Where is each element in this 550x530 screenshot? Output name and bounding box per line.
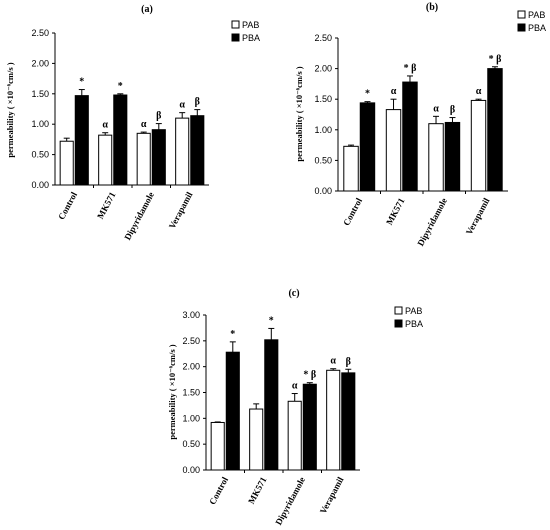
significance-label: β xyxy=(156,111,161,122)
y-tick-label: 1.00 xyxy=(31,119,49,129)
y-tick-label: 1.50 xyxy=(182,388,200,398)
y-tick-label: 1.50 xyxy=(31,89,49,99)
bar-pba xyxy=(74,95,89,186)
legend-swatch xyxy=(394,319,403,328)
x-tick-label: Dipyridamole xyxy=(273,475,307,526)
significance-label: α xyxy=(292,381,298,392)
bar-pab xyxy=(136,132,151,186)
significance-label: * xyxy=(269,315,274,326)
x-tick-label: MK571 xyxy=(384,196,407,227)
bar-pab xyxy=(428,123,444,192)
bar-pab xyxy=(326,369,341,471)
significance-label: α xyxy=(476,86,482,97)
y-tick-label: 2.00 xyxy=(182,362,200,372)
y-tick-label: 2.50 xyxy=(31,28,49,38)
y-axis-label: permeability ( ×10⁻⁶cm/s ) xyxy=(5,62,15,157)
y-tick-label: 2.50 xyxy=(314,33,332,43)
bar-pba xyxy=(113,94,128,186)
bar-pba xyxy=(151,129,166,186)
bar-pba xyxy=(402,81,418,192)
legend-label: PAB xyxy=(528,10,545,20)
bar-pba xyxy=(302,383,317,471)
significance-label: * β xyxy=(489,54,502,65)
significance-label: α xyxy=(179,100,185,111)
significance-label: * xyxy=(365,89,370,100)
chart-panel-1: (a) 0.00 0.50 1.00 1.50 2.00 2.50 permeability … xyxy=(5,4,260,242)
significance-label: β xyxy=(450,105,455,116)
y-tick-label: 2.00 xyxy=(314,64,332,74)
legend-swatch xyxy=(394,306,403,315)
significance-label: * xyxy=(79,77,84,88)
y-tick-label: 0.00 xyxy=(31,180,49,190)
bar-pab xyxy=(470,99,487,192)
panel-label: (a) xyxy=(141,4,153,15)
y-tick-label: 0.50 xyxy=(182,439,200,449)
x-tick-label: Control xyxy=(207,475,230,506)
legend-label: PBA xyxy=(528,23,546,33)
bar-pab xyxy=(59,140,74,186)
y-tick-label: 1.00 xyxy=(182,413,200,423)
chart-panel-3: (c) 0.00 0.50 1.00 1.50 2.00 2.50 3.00 permeabil… xyxy=(167,288,423,527)
x-tick-label: MK571 xyxy=(246,475,269,506)
y-tick-label: 2.50 xyxy=(182,336,200,346)
y-tick-label: 0.00 xyxy=(314,186,332,196)
y-tick-label: 1.50 xyxy=(314,94,332,104)
bar-pba xyxy=(359,102,376,192)
panel-label: (c) xyxy=(288,288,299,299)
y-tick-label: 0.50 xyxy=(31,150,49,160)
bar-pab xyxy=(385,109,402,192)
x-tick-label: Dipyridamole xyxy=(122,190,156,241)
bar-pba xyxy=(264,339,279,471)
bar-pba xyxy=(225,351,240,471)
legend-swatch xyxy=(231,33,240,42)
y-tick-label: 0.00 xyxy=(182,465,200,475)
legend-label: PBA xyxy=(405,319,423,329)
y-axis-label: permeability ( ×10⁻⁶cm/s ) xyxy=(294,66,304,161)
panel-label: (b) xyxy=(426,2,438,13)
significance-label: α xyxy=(102,120,108,131)
significance-label: α xyxy=(141,119,147,130)
chart-panel-2: (b) 0.00 0.50 1.00 1.50 2.00 2.50 permeability … xyxy=(294,2,546,248)
bar-pab xyxy=(175,117,190,186)
significance-label: * xyxy=(118,81,123,92)
x-tick-label: Verapamil xyxy=(167,190,195,231)
legend-swatch xyxy=(517,23,526,32)
y-tick-label: 0.50 xyxy=(314,155,332,165)
bar-pba xyxy=(190,115,205,186)
y-tick-label: 1.00 xyxy=(314,125,332,135)
y-tick-label: 3.00 xyxy=(182,310,200,320)
bar-pba xyxy=(487,68,503,192)
significance-label: * β xyxy=(303,370,316,381)
bar-pba xyxy=(444,121,461,192)
x-tick-label: Control xyxy=(56,190,79,221)
legend-label: PBA xyxy=(242,33,260,43)
significance-label: * β xyxy=(404,63,417,74)
y-axis-label: permeability ( ×10⁻⁶cm/s ) xyxy=(167,344,177,439)
significance-label: α xyxy=(330,356,336,367)
legend-label: PAB xyxy=(405,306,422,316)
bar-pab xyxy=(98,134,113,186)
significance-label: α xyxy=(391,86,397,97)
bar-pab xyxy=(287,400,302,471)
x-tick-label: Dipyridamole xyxy=(415,196,449,247)
bar-pba xyxy=(341,372,356,471)
bar-pab xyxy=(343,145,359,192)
y-tick-label: 2.00 xyxy=(31,58,49,68)
significance-label: α xyxy=(433,103,439,114)
significance-label: β xyxy=(195,97,200,108)
x-tick-label: MK571 xyxy=(95,190,118,221)
significance-label: * xyxy=(230,329,235,340)
x-tick-label: Verapamil xyxy=(464,196,492,237)
x-tick-label: Control xyxy=(341,196,364,227)
legend-swatch xyxy=(517,10,526,19)
bar-pab xyxy=(249,408,264,471)
bar-pab xyxy=(210,421,225,471)
significance-label: β xyxy=(346,356,351,367)
x-tick-label: Verapamil xyxy=(318,475,346,516)
legend-label: PAB xyxy=(242,20,259,30)
legend-swatch xyxy=(231,20,240,29)
